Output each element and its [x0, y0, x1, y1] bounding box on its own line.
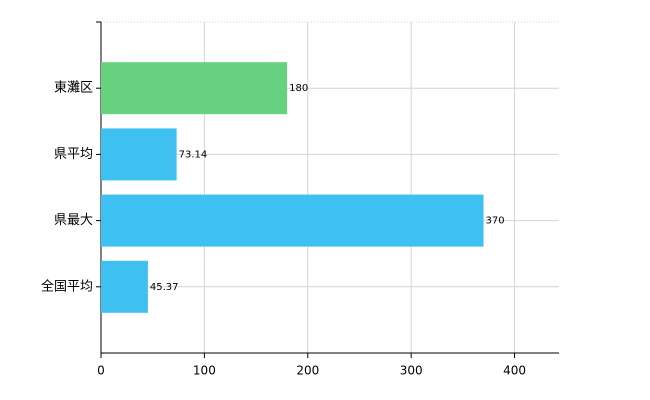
x-tick-label: 200: [296, 364, 319, 378]
value-label: 73.14: [179, 149, 208, 160]
value-label: 45.37: [150, 282, 179, 293]
x-tick-label: 300: [400, 364, 423, 378]
bar: [101, 128, 177, 181]
value-label: 370: [486, 216, 505, 227]
value-label: 180: [289, 83, 308, 94]
y-tick-label: 東灘区: [54, 80, 93, 96]
x-tick-label: 0: [97, 364, 105, 378]
bar: [101, 194, 484, 247]
y-tick-label: 全国平均: [41, 278, 93, 294]
y-tick-label: 県平均: [54, 147, 93, 162]
x-tick-label: 100: [193, 364, 216, 378]
y-tick-label: 県最大: [54, 213, 93, 228]
bar: [101, 62, 288, 115]
bar: [101, 260, 148, 313]
x-tick-label: 400: [503, 364, 526, 378]
